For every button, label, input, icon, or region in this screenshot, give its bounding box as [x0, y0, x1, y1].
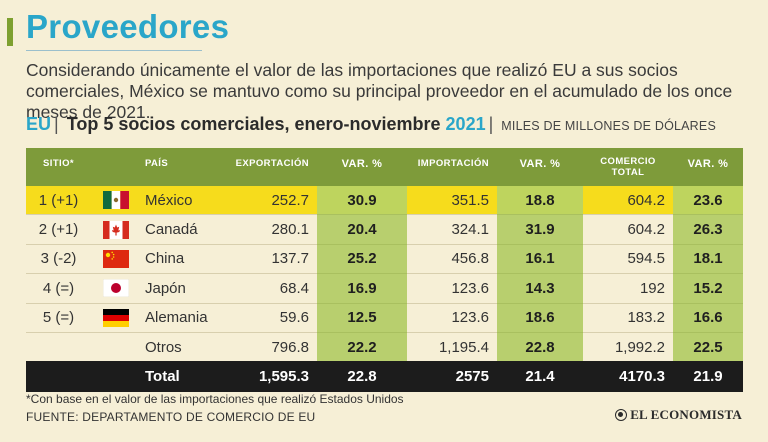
cell-site: [26, 332, 91, 361]
cell-site: 4 (=): [26, 273, 91, 304]
cell-var1: 30.9: [317, 186, 407, 216]
total-spacer: [26, 361, 91, 393]
page-title: Proveedores: [26, 8, 230, 45]
source-note: FUENTE: DEPARTAMENTO DE COMERCIO DE EU: [26, 410, 316, 424]
total-var2: 21.4: [497, 361, 583, 393]
total-var3: 21.9: [673, 361, 743, 393]
cell-trade: 183.2: [583, 303, 673, 333]
cell-var1: 25.2: [317, 244, 407, 275]
col-header-country: PAÍS: [141, 148, 223, 186]
mexico-flag-icon: [91, 186, 141, 216]
title-accent-bar: [7, 18, 13, 46]
trade-partners-table: SITIO* PAÍS EXPORTACIÓN VAR. % IMPORTACI…: [26, 148, 743, 393]
footnote: *Con base en el valor de las importacion…: [26, 392, 404, 406]
cell-import: 123.6: [407, 273, 497, 304]
logo-mark-icon: [615, 409, 628, 421]
cell-export: 59.6: [223, 303, 317, 333]
logo-text: EL ECONOMISTA: [630, 407, 742, 422]
cell-country: Alemania: [141, 303, 223, 333]
publisher-logo: EL ECONOMISTA: [615, 407, 742, 423]
cell-var2: 16.1: [497, 244, 583, 275]
table-row: Otros 796.8 22.2 1,195.4 22.8 1,992.2 22…: [26, 332, 743, 362]
cell-trade: 1,992.2: [614, 338, 665, 356]
cell-import: 351.5: [407, 186, 497, 216]
cell-country: Otros: [145, 338, 182, 356]
table-header-row: SITIO* PAÍS EXPORTACIÓN VAR. % IMPORTACI…: [26, 148, 743, 186]
cell-trade: 604.2: [583, 214, 673, 245]
table-total-row: Total 1,595.3 22.8 2575 21.4 4170.3 21.9: [26, 361, 743, 393]
chart-heading-title: Top 5 socios comerciales, enero-noviembr…: [66, 114, 441, 134]
chart-heading-year: 2021: [445, 114, 486, 134]
col-header-flag: [91, 148, 141, 186]
total-export: 1,595.3: [223, 361, 317, 393]
cell-export: 252.7: [223, 186, 317, 216]
cell-country: Japón: [141, 273, 223, 304]
cell-var3: 22.5: [673, 332, 743, 362]
cell-var3: 26.3: [673, 214, 743, 245]
cell-site: 3 (-2): [26, 244, 91, 275]
cell-var3: 16.6: [673, 303, 743, 333]
cell-export: 137.7: [223, 244, 317, 275]
cell-import: 456.8: [407, 244, 497, 275]
cell-var3: 18.1: [673, 244, 743, 275]
cell-trade: 604.2: [583, 186, 673, 216]
col-header-trade: COMERCIO TOTAL: [583, 148, 673, 186]
table-row: 5 (=) Alemania 59.6 12.5 123.6 18.6 183.…: [26, 303, 743, 333]
cell-var1: 16.9: [317, 273, 407, 304]
cell-var2: 18.6: [497, 303, 583, 333]
cell-site: 1 (+1): [26, 186, 91, 216]
cell-export: 796.8: [271, 338, 309, 356]
col-header-site: SITIO*: [26, 148, 91, 186]
cell-var1: 12.5: [317, 303, 407, 333]
cell-site: 2 (+1): [26, 214, 91, 245]
cell-var2: 14.3: [497, 273, 583, 304]
col-header-export: EXPORTACIÓN: [223, 148, 317, 186]
cell-import: 1,195.4: [438, 338, 489, 356]
cell-country: Canadá: [141, 214, 223, 245]
col-header-import: IMPORTACIÓN: [407, 148, 497, 186]
col-header-var1: VAR. %: [317, 148, 407, 186]
cell-export: 68.4: [223, 273, 317, 304]
cell-var1: 22.2: [317, 332, 407, 362]
table-row: 3 (-2) China 137.7 25.2 456.8 16.1 594.5…: [26, 244, 743, 275]
cell-import: 324.1: [407, 214, 497, 245]
table-row: 4 (=) Japón 68.4 16.9 123.6 14.3 192 15.…: [26, 273, 743, 304]
table-row: 1 (+1) México 252.7 30.9 351.5 18.8 604.…: [26, 186, 743, 216]
chart-heading: EU | Top 5 socios comerciales, enero-novi…: [26, 114, 716, 135]
cell-var2: 18.8: [497, 186, 583, 216]
cell-import: 123.6: [407, 303, 497, 333]
cell-flag-empty: [91, 332, 141, 361]
cell-country: China: [141, 244, 223, 275]
cell-var3: 23.6: [673, 186, 743, 216]
cell-var2: 22.8: [497, 332, 583, 362]
total-import: 2575: [407, 361, 497, 393]
germany-flag-icon: [91, 303, 141, 333]
total-trade: 4170.3: [583, 361, 673, 393]
heading-separator-2: |: [488, 114, 494, 134]
table-row: 2 (+1) Canadá 280.1 20.4 324.1 31.9 604.…: [26, 214, 743, 245]
cell-trade: 192: [583, 273, 673, 304]
chart-heading-prefix: EU: [26, 114, 52, 134]
canada-flag-icon: [91, 214, 141, 245]
cell-var3: 15.2: [673, 273, 743, 304]
total-spacer-2: [91, 361, 141, 393]
cell-country: México: [141, 186, 223, 216]
page-subtitle: Considerando únicamente el valor de las …: [26, 60, 733, 122]
chart-units: MILES DE MILLONES DE DÓLARES: [501, 119, 716, 133]
cell-site: 5 (=): [26, 303, 91, 333]
col-header-var3: VAR. %: [673, 148, 743, 186]
total-var1: 22.8: [317, 361, 407, 393]
total-label: Total: [141, 361, 223, 393]
cell-export: 280.1: [223, 214, 317, 245]
cell-var1: 20.4: [317, 214, 407, 245]
title-underline: [26, 50, 202, 51]
heading-separator: |: [54, 114, 59, 134]
cell-trade: 594.5: [583, 244, 673, 275]
china-flag-icon: [91, 244, 141, 275]
japan-flag-icon: [91, 273, 141, 304]
cell-var2: 31.9: [497, 214, 583, 245]
col-header-var2: VAR. %: [497, 148, 583, 186]
